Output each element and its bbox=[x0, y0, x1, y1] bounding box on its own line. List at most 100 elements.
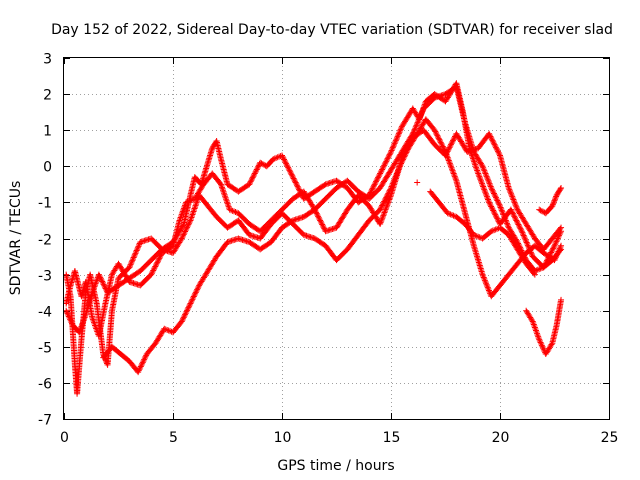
data-point bbox=[414, 119, 421, 126]
x-axis-label: GPS time / hours bbox=[277, 458, 394, 474]
data-point bbox=[493, 214, 500, 221]
data-point bbox=[485, 177, 492, 184]
data-point bbox=[319, 221, 326, 228]
data-point bbox=[400, 156, 407, 163]
data-point bbox=[503, 220, 510, 227]
data-point bbox=[395, 166, 402, 173]
data-point bbox=[180, 315, 187, 322]
data-point bbox=[521, 235, 528, 242]
data-point bbox=[188, 212, 195, 219]
data-point bbox=[480, 164, 487, 171]
y-tick-label: -7 bbox=[38, 413, 52, 429]
data-point bbox=[127, 262, 134, 269]
data-point bbox=[134, 246, 141, 253]
data-point bbox=[488, 204, 495, 211]
data-point bbox=[511, 213, 518, 220]
data-point bbox=[472, 232, 479, 239]
data-point bbox=[67, 316, 74, 323]
data-point bbox=[316, 216, 323, 223]
data-point bbox=[397, 126, 404, 133]
data-point bbox=[433, 131, 440, 138]
data-point bbox=[490, 190, 497, 197]
data-point bbox=[494, 197, 501, 204]
data-point bbox=[513, 205, 520, 212]
data-point bbox=[444, 210, 451, 217]
data-point bbox=[481, 275, 488, 282]
data-point bbox=[435, 135, 442, 142]
data-point bbox=[523, 239, 530, 246]
data-point bbox=[436, 136, 443, 143]
data-point bbox=[252, 169, 259, 176]
data-point bbox=[499, 208, 506, 215]
x-tick-label: 25 bbox=[601, 430, 619, 446]
data-point bbox=[382, 206, 389, 213]
data-point bbox=[380, 212, 387, 219]
data-point bbox=[482, 190, 489, 197]
data-point bbox=[483, 281, 490, 288]
data-point bbox=[137, 363, 144, 370]
data-point bbox=[435, 133, 442, 140]
data-point bbox=[488, 203, 495, 210]
data-point bbox=[375, 173, 382, 180]
data-point bbox=[447, 211, 454, 218]
data-point bbox=[473, 233, 480, 240]
data-point bbox=[447, 163, 454, 170]
data-point bbox=[228, 207, 235, 214]
data-point bbox=[284, 163, 291, 170]
data-point bbox=[410, 129, 417, 136]
data-point bbox=[488, 136, 495, 143]
data-point bbox=[188, 214, 195, 221]
data-point bbox=[552, 239, 559, 246]
data-point bbox=[502, 217, 509, 224]
data-point bbox=[293, 180, 300, 187]
data-point bbox=[128, 260, 135, 267]
data-point bbox=[444, 154, 451, 161]
data-point bbox=[383, 158, 390, 165]
data-point bbox=[391, 141, 398, 148]
data-point bbox=[385, 152, 392, 159]
data-point bbox=[508, 207, 515, 214]
data-point bbox=[65, 313, 72, 320]
data-point bbox=[409, 132, 416, 139]
data-point bbox=[557, 247, 564, 254]
data-point bbox=[522, 236, 529, 243]
data-point bbox=[150, 266, 157, 273]
data-point bbox=[63, 309, 70, 316]
data-point bbox=[270, 156, 277, 163]
data-point bbox=[195, 283, 202, 290]
data-point bbox=[486, 180, 493, 187]
data-point bbox=[374, 175, 381, 182]
data-point bbox=[65, 312, 72, 319]
data-point bbox=[253, 166, 260, 173]
data-point bbox=[524, 240, 531, 247]
data-point bbox=[142, 353, 149, 360]
data-point bbox=[223, 196, 230, 203]
data-point bbox=[221, 190, 228, 197]
data-point bbox=[450, 170, 457, 177]
data-point bbox=[291, 178, 298, 185]
data-point bbox=[445, 156, 452, 163]
data-point bbox=[385, 189, 392, 196]
series-track-2 bbox=[63, 127, 565, 339]
data-point bbox=[491, 191, 498, 198]
data-point bbox=[153, 260, 160, 267]
data-point bbox=[487, 133, 494, 140]
data-point bbox=[528, 317, 535, 324]
data-point bbox=[512, 200, 519, 207]
data-point bbox=[382, 159, 389, 166]
data-point bbox=[191, 207, 198, 214]
data-point bbox=[534, 266, 541, 273]
chart-title: Day 152 of 2022, Sidereal Day-to-day VTE… bbox=[51, 22, 613, 38]
data-point bbox=[449, 212, 456, 219]
data-point bbox=[184, 198, 191, 205]
data-point bbox=[287, 170, 294, 177]
data-point bbox=[190, 210, 197, 217]
data-point bbox=[283, 160, 290, 167]
data-point bbox=[225, 202, 232, 209]
data-point bbox=[161, 325, 168, 332]
data-point bbox=[386, 187, 393, 194]
data-point bbox=[385, 154, 392, 161]
data-point bbox=[181, 312, 188, 319]
x-tick-label: 15 bbox=[383, 430, 401, 446]
data-point bbox=[449, 137, 456, 144]
